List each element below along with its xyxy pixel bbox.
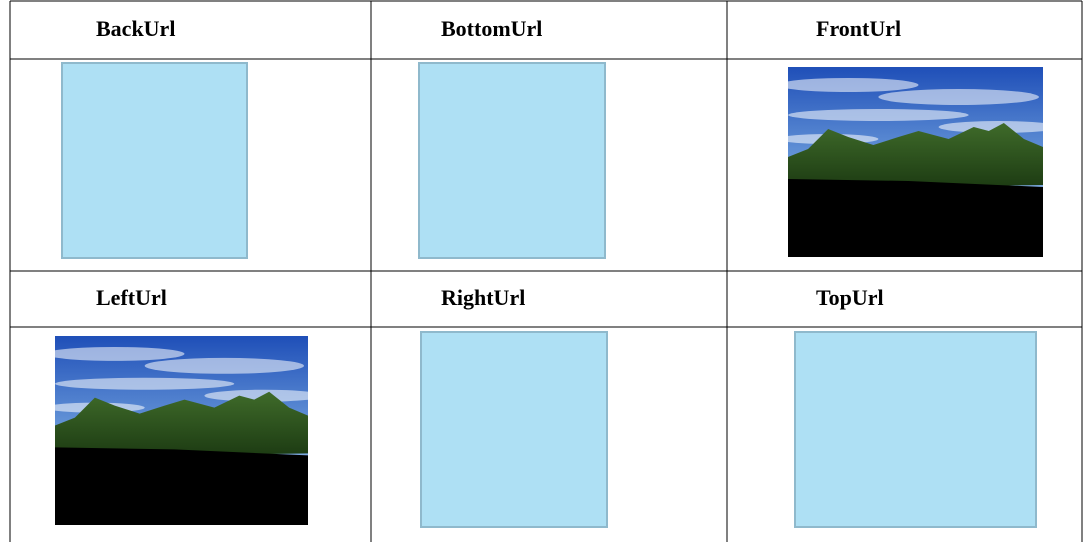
cell-label: BackUrl	[96, 16, 175, 41]
cell-label: FrontUrl	[816, 16, 901, 41]
placeholder-image	[420, 331, 608, 528]
placeholder-image	[418, 62, 606, 259]
landscape-image	[55, 336, 308, 525]
cell-label: LeftUrl	[96, 285, 167, 310]
cell-label: TopUrl	[816, 285, 884, 310]
placeholder-image	[61, 62, 248, 259]
placeholder-image	[794, 331, 1037, 528]
landscape-image	[788, 67, 1043, 257]
cell-label: RightUrl	[441, 285, 525, 310]
cell-label: BottomUrl	[441, 16, 542, 41]
